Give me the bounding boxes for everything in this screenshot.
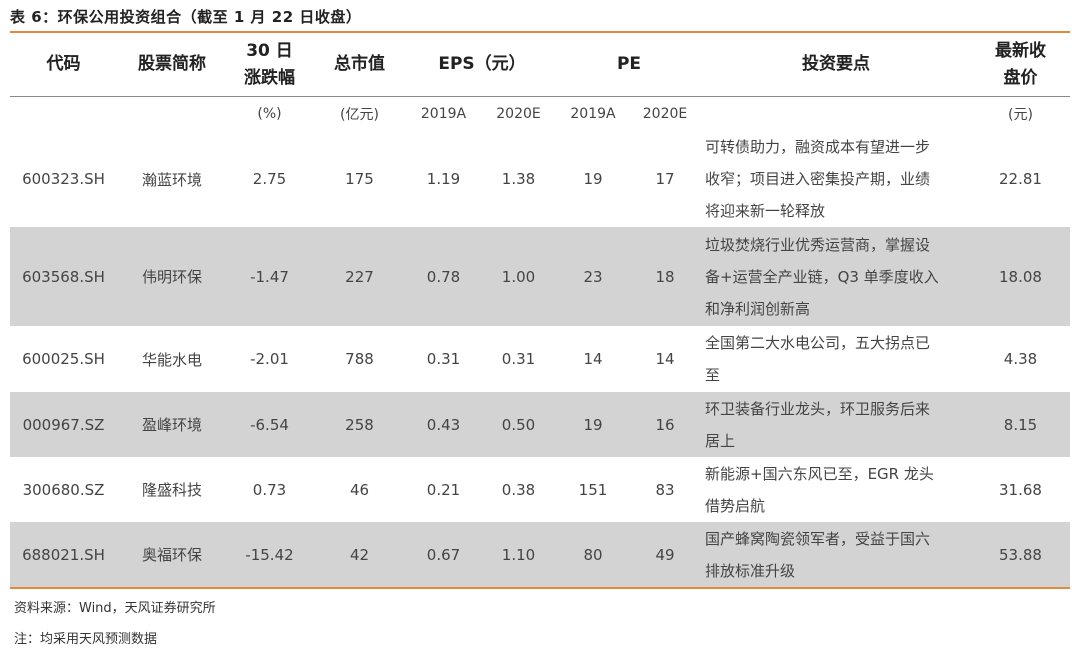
cell-pe-2019: 19 — [583, 415, 603, 434]
cell-code: 300680.SZ — [22, 480, 105, 499]
cell-price: 22.81 — [999, 170, 1042, 188]
cell-mktcap: 175 — [345, 170, 374, 188]
cell-change: -6.54 — [250, 415, 289, 434]
cell-code: 603568.SH — [22, 267, 105, 286]
header-points: 投资要点 — [802, 54, 870, 74]
cell-points: 环卫装备行业龙头，环卫服务后来 居上 — [705, 399, 931, 450]
cell-eps-2019: 0.43 — [426, 415, 461, 434]
source-text: 资料来源：Wind，天风证券研究所 — [14, 601, 216, 616]
cell-code: 000967.SZ — [22, 415, 105, 434]
cell-code: 600025.SH — [22, 350, 105, 368]
cell-pe-2019: 151 — [578, 480, 608, 499]
table-row: 688021.SH 奥福环保 -15.42 42 0.67 1.10 80 49… — [10, 522, 1070, 587]
note-text: 注：均采用天风预测数据 — [14, 632, 158, 647]
cell-change: 2.75 — [252, 170, 287, 188]
table-title: 表 6：环保公用投资组合（截至 1 月 22 日收盘） — [10, 8, 362, 26]
top-rule — [10, 31, 1070, 33]
cell-mktcap: 46 — [349, 480, 370, 499]
cell-name: 奥福环保 — [141, 546, 202, 564]
cell-pe-2020: 49 — [655, 545, 675, 564]
cell-price: 8.15 — [1003, 415, 1038, 434]
header-mktcap: 总市值 — [334, 54, 385, 74]
cell-change: -2.01 — [250, 350, 289, 368]
cell-pe-2020: 14 — [655, 350, 675, 368]
cell-pe-2020: 18 — [655, 267, 675, 286]
cell-points: 新能源+国六东风已至，EGR 龙头 借势启航 — [705, 464, 934, 515]
cell-points: 垃圾焚烧行业优秀运营商，掌握设 备+运营全产业链，Q3 单季度收入 和净利润创新… — [705, 235, 939, 318]
bottom-rule — [10, 587, 1070, 589]
cell-code: 600323.SH — [22, 170, 105, 188]
unit-row: (%) (亿元) 2019A 2020E 2019A 2020E (元) — [10, 97, 1070, 131]
cell-price: 31.68 — [999, 480, 1042, 499]
cell-eps-2019: 0.31 — [426, 350, 461, 368]
cell-name: 盈峰环境 — [141, 416, 202, 434]
cell-mktcap: 227 — [345, 267, 374, 286]
table-row: 000967.SZ 盈峰环境 -6.54 258 0.43 0.50 19 16… — [10, 392, 1070, 457]
header-name: 股票简称 — [138, 54, 206, 74]
cell-name: 华能水电 — [141, 350, 202, 369]
header-pe: PE — [616, 54, 642, 74]
cell-pe-2020: 83 — [655, 480, 675, 499]
table-header: 代码 股票简称 30 日 涨跌幅 总市值 EPS（元） PE 投资要点 最新收 … — [10, 33, 1070, 97]
header-price-line2: 盘价 — [1003, 67, 1038, 88]
cell-pe-2019: 14 — [583, 350, 603, 368]
unit-eps-2019: 2019A — [420, 106, 467, 122]
table-row: 300680.SZ 隆盛科技 0.73 46 0.21 0.38 151 83 … — [10, 457, 1070, 522]
table-row: 600025.SH 华能水电 -2.01 788 0.31 0.31 14 14… — [10, 326, 1070, 392]
cell-eps-2019: 0.78 — [426, 267, 461, 286]
cell-price: 18.08 — [999, 267, 1042, 286]
header-code: 代码 — [46, 54, 81, 74]
cell-pe-2019: 23 — [583, 267, 603, 286]
cell-name: 伟明环保 — [141, 268, 202, 286]
cell-pe-2020: 16 — [655, 415, 675, 434]
cell-pe-2019: 80 — [583, 545, 603, 564]
cell-name: 隆盛科技 — [141, 481, 202, 499]
cell-eps-2019: 0.67 — [426, 545, 461, 564]
cell-pe-2020: 17 — [655, 170, 675, 188]
cell-eps-2019: 1.19 — [426, 170, 461, 188]
unit-change: (%) — [257, 106, 282, 122]
header-change: 30 日 涨跌幅 — [227, 33, 312, 96]
header-eps: EPS（元） — [438, 54, 526, 74]
cell-mktcap: 788 — [345, 350, 374, 368]
header-price: 最新收 盘价 — [971, 33, 1070, 96]
cell-eps-2020: 0.38 — [501, 480, 536, 499]
unit-eps-2020: 2020E — [496, 106, 541, 122]
header-price-line1: 最新收 — [995, 40, 1046, 61]
cell-eps-2020: 1.38 — [501, 170, 536, 188]
cell-eps-2020: 1.10 — [501, 545, 536, 564]
unit-pe-2020: 2020E — [642, 106, 688, 122]
cell-mktcap: 42 — [349, 545, 370, 564]
cell-points: 国产蜂窝陶瓷领军者，受益于国六 排放标准升级 — [705, 529, 931, 580]
table-row: 600323.SH 瀚蓝环境 2.75 175 1.19 1.38 19 17 … — [10, 131, 1070, 227]
unit-pe-2019: 2019A — [570, 106, 616, 122]
cell-change: 0.73 — [252, 480, 287, 499]
cell-eps-2020: 1.00 — [501, 267, 536, 286]
cell-code: 688021.SH — [22, 545, 105, 564]
cell-points: 全国第二大水电公司，五大拐点已 至 — [705, 334, 931, 384]
cell-price: 53.88 — [999, 545, 1042, 564]
unit-price: (元) — [1008, 107, 1033, 123]
cell-name: 瀚蓝环境 — [141, 170, 202, 189]
cell-price: 4.38 — [1003, 350, 1038, 368]
cell-eps-2020: 0.50 — [501, 415, 536, 434]
cell-eps-2020: 0.31 — [501, 350, 536, 368]
header-change-line1: 30 日 — [246, 40, 293, 61]
table-row: 603568.SH 伟明环保 -1.47 227 0.78 1.00 23 18… — [10, 227, 1070, 326]
cell-change: -1.47 — [250, 267, 289, 286]
cell-change: -15.42 — [245, 545, 294, 564]
cell-mktcap: 258 — [345, 415, 374, 434]
cell-points: 可转债助力，融资成本有望进一步 收窄；项目进入密集投产期，业绩 将迎来新一轮释放 — [705, 138, 931, 220]
header-change-line2: 涨跌幅 — [244, 67, 295, 88]
cell-eps-2019: 0.21 — [426, 480, 461, 499]
unit-mktcap: (亿元) — [340, 107, 379, 123]
cell-pe-2019: 19 — [583, 170, 603, 188]
